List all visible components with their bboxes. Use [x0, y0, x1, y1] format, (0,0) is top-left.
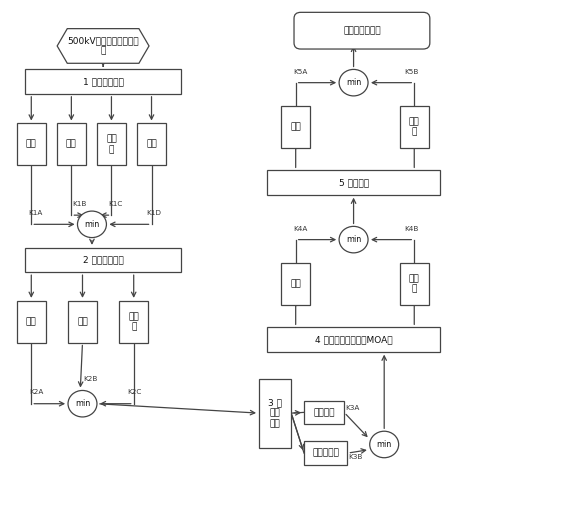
Text: 2 电缆排列方式: 2 电缆排列方式 — [83, 255, 123, 265]
Text: K2B: K2B — [83, 376, 98, 382]
Text: 垂直: 垂直 — [26, 317, 37, 326]
Text: K1C: K1C — [108, 201, 123, 207]
FancyBboxPatch shape — [25, 248, 181, 272]
FancyBboxPatch shape — [137, 123, 166, 165]
Text: 加装高抗: 加装高抗 — [314, 408, 335, 417]
FancyBboxPatch shape — [17, 123, 46, 165]
Text: 不加
装: 不加 装 — [409, 274, 420, 294]
Text: 1 电缆敷设方式: 1 电缆敷设方式 — [83, 77, 123, 86]
Text: 5 合闸电阻: 5 合闸电阻 — [339, 178, 369, 187]
FancyBboxPatch shape — [17, 301, 46, 343]
Circle shape — [77, 211, 106, 238]
Text: K2A: K2A — [29, 389, 43, 396]
FancyBboxPatch shape — [281, 106, 310, 148]
Circle shape — [68, 391, 97, 417]
Text: 4 金属化锌避雷器（MOA）: 4 金属化锌避雷器（MOA） — [315, 335, 392, 344]
Text: K4B: K4B — [404, 226, 419, 232]
Text: 水平: 水平 — [77, 317, 88, 326]
Circle shape — [339, 226, 368, 253]
Text: 不加
装: 不加 装 — [409, 118, 420, 137]
Text: 过电压优化控制: 过电压优化控制 — [343, 26, 381, 35]
Text: 排管: 排管 — [66, 140, 77, 149]
FancyBboxPatch shape — [304, 441, 348, 465]
Text: 不加装高抗: 不加装高抗 — [312, 449, 339, 458]
Text: 直埋: 直埋 — [26, 140, 37, 149]
Text: 隧道: 隧道 — [146, 140, 157, 149]
FancyBboxPatch shape — [294, 12, 430, 49]
Polygon shape — [57, 29, 149, 63]
Text: K4A: K4A — [293, 226, 307, 232]
Text: K1D: K1D — [146, 210, 161, 216]
Text: K5B: K5B — [404, 70, 419, 75]
FancyBboxPatch shape — [57, 123, 86, 165]
FancyBboxPatch shape — [259, 379, 291, 448]
FancyBboxPatch shape — [400, 263, 429, 305]
Text: 500kV电缆及架空混合线
路: 500kV电缆及架空混合线 路 — [67, 36, 139, 56]
Text: K1B: K1B — [73, 201, 87, 207]
Text: 加装: 加装 — [290, 123, 301, 132]
Text: min: min — [75, 399, 90, 408]
Text: 3 高
压电
抗器: 3 高 压电 抗器 — [268, 398, 282, 428]
Text: K2C: K2C — [127, 389, 141, 396]
Text: K3B: K3B — [349, 454, 363, 460]
Text: K5A: K5A — [293, 70, 307, 75]
Text: 三角
形: 三角 形 — [128, 312, 139, 331]
FancyBboxPatch shape — [25, 69, 181, 94]
FancyBboxPatch shape — [304, 400, 344, 424]
Circle shape — [370, 431, 399, 458]
Text: 加装: 加装 — [290, 279, 301, 289]
FancyBboxPatch shape — [119, 301, 148, 343]
Text: min: min — [84, 220, 99, 229]
Text: min: min — [377, 440, 392, 449]
FancyBboxPatch shape — [281, 263, 310, 305]
Text: min: min — [346, 78, 361, 87]
FancyBboxPatch shape — [400, 106, 429, 148]
FancyBboxPatch shape — [268, 327, 440, 352]
FancyBboxPatch shape — [97, 123, 126, 165]
Text: K3A: K3A — [345, 405, 360, 411]
FancyBboxPatch shape — [268, 171, 440, 195]
Text: min: min — [346, 235, 361, 244]
FancyBboxPatch shape — [68, 301, 97, 343]
Text: K1A: K1A — [28, 210, 43, 216]
Text: 电缆
沟: 电缆 沟 — [106, 135, 117, 154]
Circle shape — [339, 69, 368, 96]
